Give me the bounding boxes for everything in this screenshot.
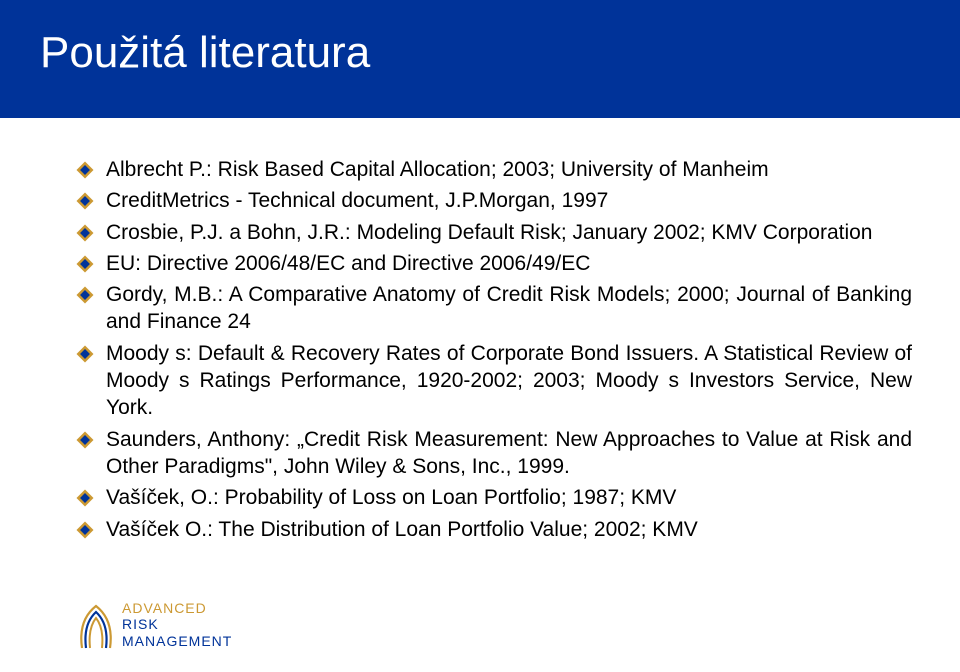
- list-item: Vašíček, O.: Probability of Loss on Loan…: [76, 484, 912, 511]
- list-item-text: Vašíček O.: The Distribution of Loan Por…: [106, 516, 698, 543]
- list-item: EU: Directive 2006/48/EC and Directive 2…: [76, 250, 912, 277]
- diamond-bullet-icon: [76, 192, 94, 210]
- list-item-text: Gordy, M.B.: A Comparative Anatomy of Cr…: [106, 281, 912, 336]
- list-item-text: Crosbie, P.J. a Bohn, J.R.: Modeling Def…: [106, 219, 873, 246]
- diamond-bullet-icon: [76, 255, 94, 273]
- list-item-text: Saunders, Anthony: „Credit Risk Measurem…: [106, 426, 912, 481]
- diamond-bullet-icon: [76, 224, 94, 242]
- slide-header: Použitá literatura: [0, 0, 960, 118]
- list-item: Gordy, M.B.: A Comparative Anatomy of Cr…: [76, 281, 912, 336]
- diamond-bullet-icon: [76, 521, 94, 539]
- logo-line2: RISK: [122, 616, 232, 633]
- list-item-text: Vašíček, O.: Probability of Loss on Loan…: [106, 484, 676, 511]
- logo-line3: MANAGEMENT: [122, 633, 232, 650]
- footer-logo: ADVANCED RISK MANAGEMENT: [76, 600, 232, 650]
- logo-arc-icon: [76, 600, 116, 650]
- bullet-list: Albrecht P.: Risk Based Capital Allocati…: [76, 156, 912, 543]
- diamond-bullet-icon: [76, 286, 94, 304]
- diamond-bullet-icon: [76, 489, 94, 507]
- list-item-text: CreditMetrics - Technical document, J.P.…: [106, 187, 608, 214]
- list-item: Saunders, Anthony: „Credit Risk Measurem…: [76, 426, 912, 481]
- logo-text: ADVANCED RISK MANAGEMENT: [122, 600, 232, 650]
- list-item: Moody s: Default & Recovery Rates of Cor…: [76, 340, 912, 422]
- list-item: CreditMetrics - Technical document, J.P.…: [76, 187, 912, 214]
- diamond-bullet-icon: [76, 431, 94, 449]
- slide-title: Použitá literatura: [40, 28, 960, 78]
- list-item: Vašíček O.: The Distribution of Loan Por…: [76, 516, 912, 543]
- list-item: Albrecht P.: Risk Based Capital Allocati…: [76, 156, 912, 183]
- slide-body: Albrecht P.: Risk Based Capital Allocati…: [0, 118, 960, 543]
- diamond-bullet-icon: [76, 345, 94, 363]
- list-item: Crosbie, P.J. a Bohn, J.R.: Modeling Def…: [76, 219, 912, 246]
- diamond-bullet-icon: [76, 161, 94, 179]
- list-item-text: Albrecht P.: Risk Based Capital Allocati…: [106, 156, 769, 183]
- list-item-text: Moody s: Default & Recovery Rates of Cor…: [106, 340, 912, 422]
- list-item-text: EU: Directive 2006/48/EC and Directive 2…: [106, 250, 590, 277]
- logo-line1: ADVANCED: [122, 600, 232, 617]
